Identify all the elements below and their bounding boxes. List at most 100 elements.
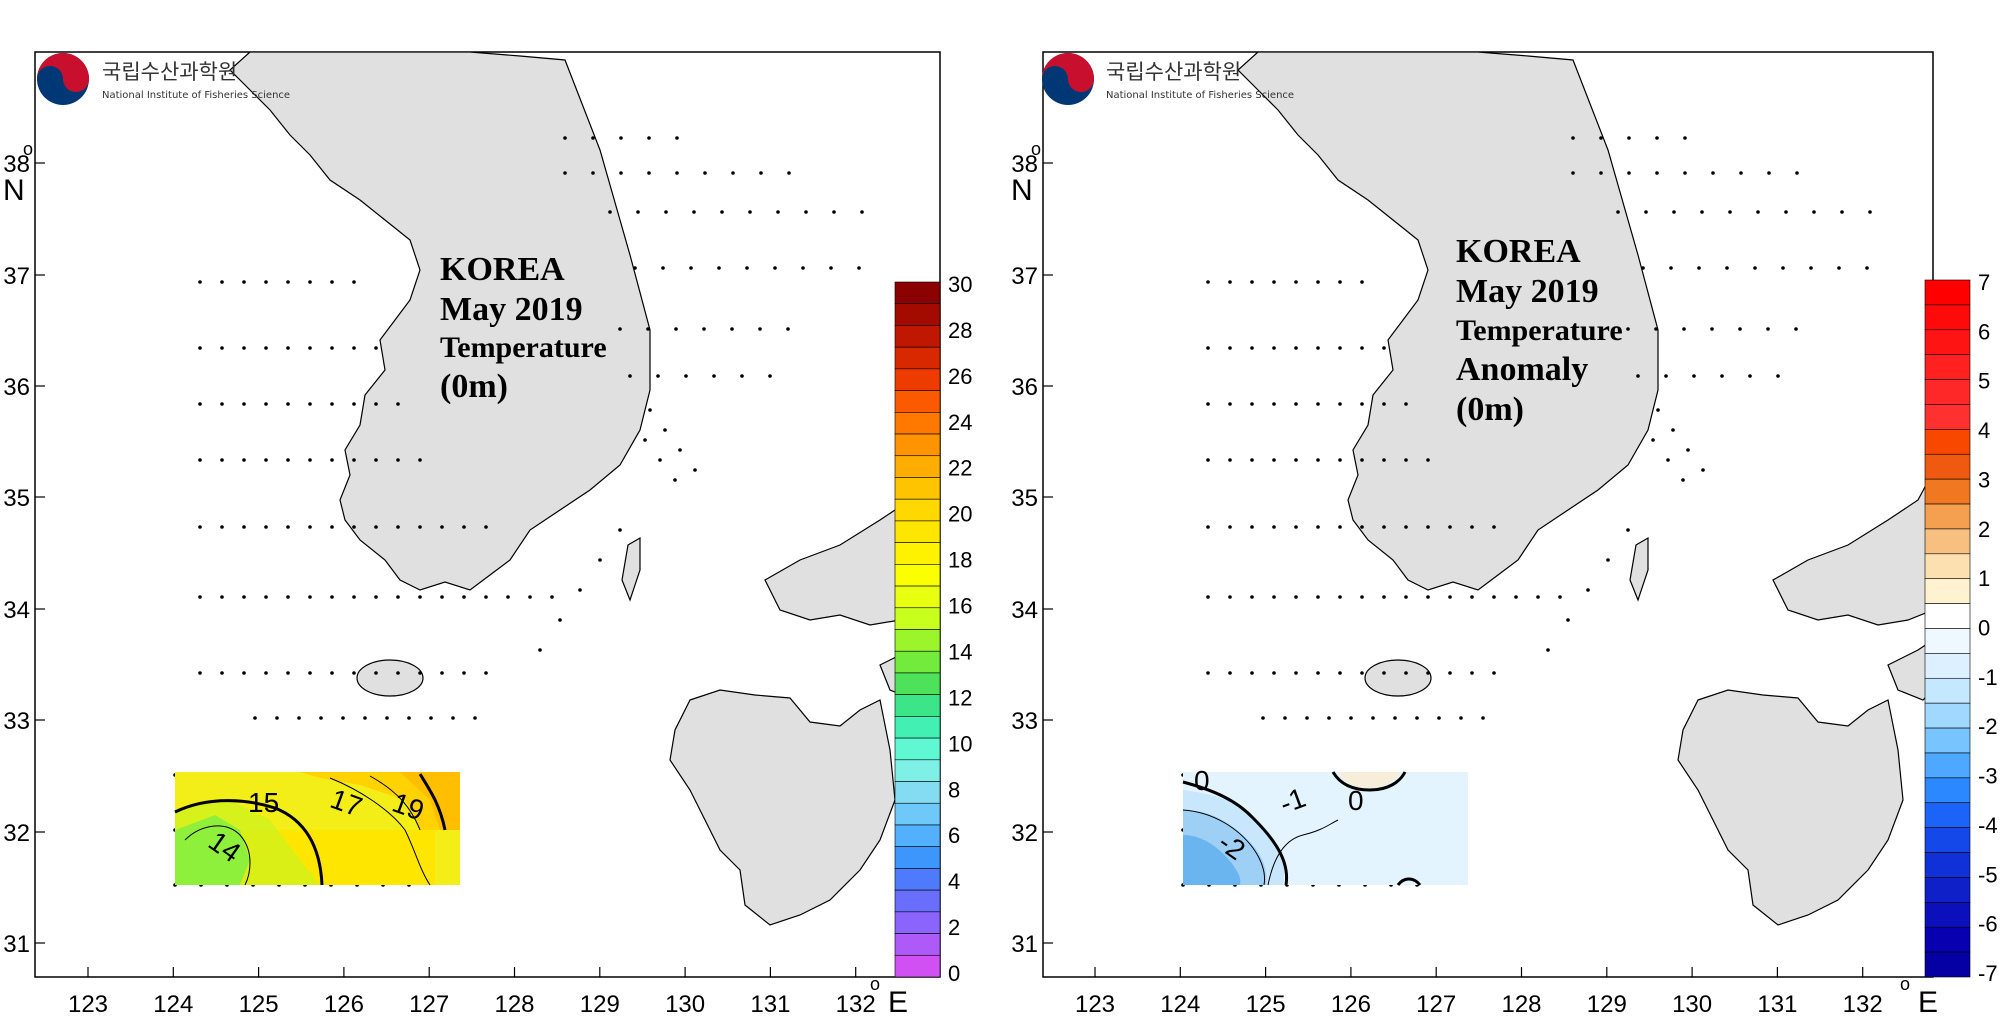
station-dot bbox=[1360, 525, 1364, 529]
station-dot bbox=[352, 346, 356, 350]
lon-tick-label: 131 bbox=[750, 991, 790, 1018]
colorbar-swatch bbox=[894, 325, 941, 348]
station-dot bbox=[675, 171, 679, 175]
station-dot bbox=[286, 280, 290, 284]
station-dot bbox=[1206, 595, 1210, 599]
station-dot bbox=[1360, 671, 1364, 675]
contour-fill bbox=[1338, 772, 1400, 788]
colorbar-label: 7 bbox=[1978, 270, 1990, 295]
station-dot bbox=[286, 595, 290, 599]
lon-unit-label: E bbox=[1918, 986, 1938, 1019]
contour-line bbox=[1396, 877, 1422, 887]
station-dot bbox=[198, 402, 202, 406]
map-title: KOREA May 2019 Temperature (0m) bbox=[440, 251, 607, 405]
lon-tick-label: 129 bbox=[580, 991, 620, 1018]
nifs-logo: 국립수산과학원 National Institute of Fisheries … bbox=[1042, 53, 1294, 105]
tsushima-island bbox=[1629, 536, 1649, 602]
station-dot bbox=[1404, 458, 1408, 462]
contour-line bbox=[174, 799, 324, 886]
station-dot bbox=[319, 716, 323, 720]
lat-tick-label: 37 bbox=[1011, 263, 1038, 290]
station-dot bbox=[352, 402, 356, 406]
station-dot bbox=[286, 671, 290, 675]
title-line: KOREA bbox=[1456, 233, 1581, 270]
colorbar-label: 2 bbox=[948, 915, 960, 940]
title-line: KOREA bbox=[440, 251, 565, 288]
station-dot bbox=[330, 402, 334, 406]
station-dot bbox=[1382, 346, 1386, 350]
panel-anomaly: 0 -1 0 -2 0 국립수산과학원 National Institute o… bbox=[1011, 51, 1998, 1019]
lon-unit-label: E bbox=[888, 986, 908, 1019]
contour-label: 15 bbox=[248, 787, 279, 818]
station-dot bbox=[1338, 346, 1342, 350]
station-dot bbox=[1655, 136, 1659, 140]
station-dot bbox=[242, 402, 246, 406]
colorbar-swatch bbox=[894, 368, 941, 391]
contour-line bbox=[184, 825, 251, 886]
contour-fill bbox=[400, 772, 460, 830]
colorbar-swatch bbox=[1924, 877, 1971, 903]
station-dot bbox=[550, 595, 554, 599]
colorbar-label: 4 bbox=[1978, 418, 1990, 443]
station-dot bbox=[1686, 448, 1690, 452]
station-dot bbox=[418, 595, 422, 599]
station-dot bbox=[1272, 525, 1276, 529]
station-dot bbox=[374, 525, 378, 529]
lat-tick-label: 37 bbox=[3, 263, 30, 290]
station-dot bbox=[1250, 671, 1254, 675]
station-dot bbox=[308, 402, 312, 406]
station-dot bbox=[1349, 716, 1353, 720]
station-dot bbox=[857, 266, 861, 270]
title-line: Anomaly bbox=[1456, 351, 1588, 388]
colorbar-swatch bbox=[894, 650, 941, 674]
lon-tick-label: 129 bbox=[1587, 991, 1627, 1018]
station-dot bbox=[1437, 716, 1441, 720]
station-dot bbox=[663, 428, 667, 432]
station-dot bbox=[702, 327, 706, 331]
station-dot bbox=[759, 171, 763, 175]
lat-tick-label: 31 bbox=[1011, 931, 1038, 958]
station-dot bbox=[1228, 525, 1232, 529]
station-dot bbox=[1514, 595, 1518, 599]
lat-tick-label: 35 bbox=[3, 485, 30, 512]
title-line: (0m) bbox=[440, 368, 508, 405]
colorbar-swatch bbox=[1924, 379, 1971, 405]
station-dot bbox=[1382, 671, 1386, 675]
station-dot bbox=[1206, 280, 1210, 284]
station-dot bbox=[396, 671, 400, 675]
degree-symbol: o bbox=[870, 974, 880, 994]
station-dot bbox=[832, 210, 836, 214]
colorbar-label: 4 bbox=[948, 869, 960, 894]
lon-tick-label: 130 bbox=[665, 991, 705, 1018]
colorbar-swatch bbox=[1924, 354, 1971, 380]
station-dot bbox=[1316, 458, 1320, 462]
station-dot bbox=[656, 374, 660, 378]
station-dot bbox=[418, 458, 422, 462]
lon-tick-label: 127 bbox=[409, 991, 449, 1018]
colorbar-label: 18 bbox=[948, 548, 972, 573]
colorbar-label: -3 bbox=[1978, 764, 1998, 789]
station-dot bbox=[1725, 266, 1729, 270]
colorbar-label: 28 bbox=[948, 318, 972, 343]
colorbar-swatch bbox=[1924, 752, 1971, 779]
colorbar-swatch bbox=[1924, 578, 1971, 604]
lon-tick-label: 123 bbox=[1075, 991, 1115, 1018]
station-dot bbox=[374, 402, 378, 406]
station-dot bbox=[1692, 374, 1696, 378]
station-dot bbox=[1627, 136, 1631, 140]
station-dot bbox=[804, 210, 808, 214]
station-dot bbox=[374, 671, 378, 675]
station-dot bbox=[418, 525, 422, 529]
lat-tick-label: 36 bbox=[3, 374, 30, 401]
station-dot bbox=[1682, 327, 1686, 331]
station-dot bbox=[1360, 346, 1364, 350]
lat-unit-label: N bbox=[3, 174, 25, 207]
station-dot bbox=[1360, 280, 1364, 284]
colorbar-label: -1 bbox=[1978, 665, 1998, 690]
station-dot bbox=[1701, 468, 1705, 472]
colorbar-label: 20 bbox=[948, 502, 972, 527]
station-dot bbox=[1868, 210, 1872, 214]
colorbar-label: 12 bbox=[948, 685, 972, 710]
station-dot bbox=[538, 648, 542, 652]
